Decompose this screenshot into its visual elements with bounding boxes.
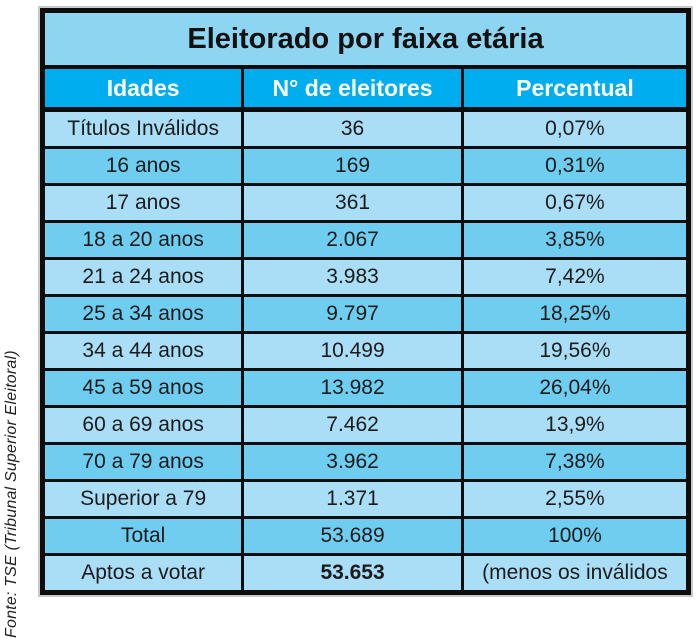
table-row: 18 a 20 anos 2.067 3,85%	[39, 220, 692, 260]
cell-idade: 18 a 20 anos	[39, 220, 245, 260]
table-row: 34 a 44 anos 10.499 19,56%	[39, 331, 692, 371]
cell-eleitores: 9.797	[241, 294, 464, 334]
table-row: 21 a 24 anos 3.983 7,42%	[39, 257, 692, 297]
cell-eleitores: 53.653	[241, 553, 464, 595]
table-row: Total 53.689 100%	[39, 516, 692, 556]
cell-percentual: 0,31%	[460, 146, 692, 186]
cell-percentual: 7,38%	[460, 442, 692, 482]
table-row: Títulos Inválidos 36 0,07%	[39, 107, 692, 149]
cell-percentual: 26,04%	[460, 368, 692, 408]
cell-idade: Total	[39, 516, 245, 556]
header-row: Idades N° de eleitores Percentual	[39, 65, 692, 112]
column-header-eleitores: N° de eleitores	[241, 65, 464, 112]
cell-eleitores: 3.962	[241, 442, 464, 482]
electorate-table: Eleitorado por faixa etária Idades N° de…	[39, 8, 692, 595]
table-row: 60 a 69 anos 7.462 13,9%	[39, 405, 692, 445]
cell-percentual: (menos os inválidos	[460, 553, 692, 595]
cell-idade: 17 anos	[39, 183, 245, 223]
table-body: Títulos Inválidos 36 0,07% 16 anos 169 0,31% 1…	[39, 107, 692, 595]
cell-percentual: 19,56%	[460, 331, 692, 371]
cell-percentual: 2,55%	[460, 479, 692, 519]
table-title: Eleitorado por faixa etária	[40, 8, 691, 69]
cell-idade: Aptos a votar	[39, 553, 245, 595]
cell-idade: Títulos Inválidos	[39, 107, 245, 149]
cell-percentual: 0,67%	[460, 183, 692, 223]
cell-percentual: 7,42%	[460, 257, 692, 297]
cell-eleitores: 36	[241, 107, 464, 149]
table-row: 25 a 34 anos 9.797 18,25%	[39, 294, 692, 334]
cell-eleitores: 1.371	[241, 479, 464, 519]
cell-percentual: 18,25%	[460, 294, 692, 334]
cell-idade: 60 a 69 anos	[39, 405, 245, 445]
column-header-percentual: Percentual	[460, 65, 692, 112]
title-row: Eleitorado por faixa etária	[40, 8, 691, 69]
column-header-idades: Idades	[39, 65, 245, 112]
cell-idade: 45 a 59 anos	[39, 368, 245, 408]
cell-eleitores: 361	[241, 183, 464, 223]
table-row: 17 anos 361 0,67%	[39, 183, 692, 223]
cell-eleitores: 7.462	[241, 405, 464, 445]
table-row: Superior a 79 1.371 2,55%	[39, 479, 692, 519]
cell-idade: 34 a 44 anos	[39, 331, 245, 371]
cell-eleitores: 3.983	[241, 257, 464, 297]
cell-eleitores: 10.499	[241, 331, 464, 371]
source-note: Fonte: TSE (Tribunal Superior Eleitoral)	[3, 350, 20, 638]
cell-eleitores: 169	[241, 146, 464, 186]
cell-percentual: 0,07%	[460, 107, 692, 149]
cell-idade: 16 anos	[39, 146, 245, 186]
cell-percentual: 100%	[460, 516, 692, 556]
table-row: 45 a 59 anos 13.982 26,04%	[39, 368, 692, 408]
cell-eleitores: 13.982	[241, 368, 464, 408]
table-row: Aptos a votar 53.653 (menos os inválidos	[39, 553, 692, 595]
cell-idade: 21 a 24 anos	[39, 257, 245, 297]
table-row: 70 a 79 anos 3.962 7,38%	[39, 442, 692, 482]
cell-idade: Superior a 79	[39, 479, 245, 519]
cell-eleitores: 53.689	[241, 516, 464, 556]
cell-percentual: 3,85%	[460, 220, 692, 260]
table-row: 16 anos 169 0,31%	[39, 146, 692, 186]
cell-eleitores: 2.067	[241, 220, 464, 260]
cell-idade: 25 a 34 anos	[39, 294, 245, 334]
cell-idade: 70 a 79 anos	[39, 442, 245, 482]
cell-percentual: 13,9%	[460, 405, 692, 445]
